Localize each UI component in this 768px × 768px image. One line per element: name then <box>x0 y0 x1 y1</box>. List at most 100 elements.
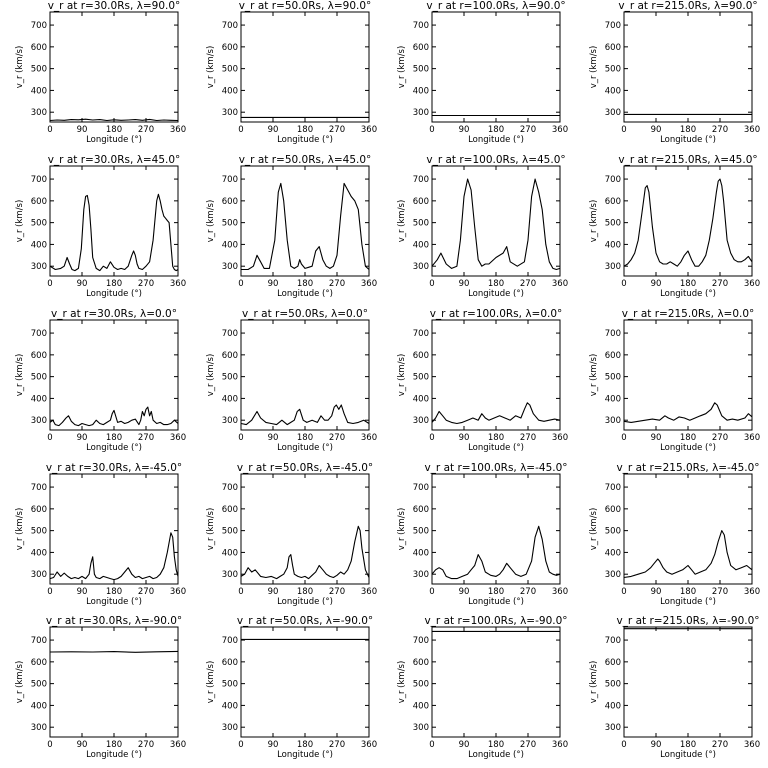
y-tick-label: 500 <box>222 219 238 229</box>
x-tick-label: 180 <box>297 740 313 750</box>
y-tick-label: 500 <box>413 527 429 537</box>
y-tick-label: 700 <box>413 636 429 646</box>
x-tick-label: 270 <box>712 125 728 135</box>
x-tick-label: 90 <box>651 740 662 750</box>
chart-title: v_r at r=50.0Rs, λ=90.0° <box>239 0 372 12</box>
series-line <box>431 525 561 580</box>
x-tick-label: 360 <box>552 279 568 289</box>
series-line <box>623 178 753 267</box>
plot-frame <box>431 319 561 431</box>
chart-panel-6: v_r at r=100.0Rs, λ=45.0° 0 90 180 270 360 300… <box>397 154 568 299</box>
x-tick-label: 180 <box>106 279 122 289</box>
chart-title: v_r at r=215.0Rs, λ=-45.0° <box>616 462 759 474</box>
series-line <box>623 402 753 423</box>
y-tick-label: 300 <box>605 723 621 733</box>
y-tick-label: 600 <box>605 505 621 515</box>
x-tick-label: 270 <box>329 433 345 443</box>
chart-panel-19: v_r at r=215.0Rs, λ=-90.0° 0 90 180 270 360 30… <box>589 615 760 760</box>
x-tick-label: 270 <box>138 740 154 750</box>
x-axis-label: Longitude (°) <box>277 750 333 760</box>
x-tick-label: 360 <box>170 125 186 135</box>
x-tick-label: 0 <box>238 279 243 289</box>
y-tick-label: 700 <box>413 175 429 185</box>
plot-frame <box>431 11 561 123</box>
series-line <box>49 532 179 581</box>
x-tick-label: 360 <box>552 740 568 750</box>
x-tick-label: 90 <box>651 279 662 289</box>
y-tick-label: 500 <box>605 65 621 75</box>
y-axis-label: v_r (km/s) <box>206 661 216 704</box>
x-tick-label: 270 <box>520 279 536 289</box>
y-tick-label: 300 <box>222 262 238 272</box>
chart-title: v_r at r=50.0Rs, λ=45.0° <box>239 154 372 166</box>
y-tick-label: 400 <box>31 86 47 96</box>
x-axis-label: Longitude (°) <box>660 289 716 299</box>
x-tick-label: 0 <box>47 279 52 289</box>
y-tick-label: 400 <box>605 394 621 404</box>
y-tick-label: 500 <box>605 219 621 229</box>
y-tick-label: 400 <box>222 548 238 558</box>
y-tick-label: 700 <box>413 21 429 31</box>
chart-title: v_r at r=100.0Rs, λ=-45.0° <box>424 462 567 474</box>
y-axis-label: v_r (km/s) <box>15 661 25 704</box>
x-tick-label: 0 <box>429 433 434 443</box>
x-axis-label: Longitude (°) <box>468 135 524 145</box>
x-tick-label: 360 <box>170 740 186 750</box>
y-tick-label: 500 <box>605 680 621 690</box>
x-axis-label: Longitude (°) <box>86 289 142 299</box>
x-tick-label: 180 <box>488 125 504 135</box>
y-axis-label: v_r (km/s) <box>589 661 599 704</box>
x-axis-label: Longitude (°) <box>660 750 716 760</box>
y-axis-label: v_r (km/s) <box>15 46 25 89</box>
y-tick-label: 300 <box>31 262 47 272</box>
series-line <box>240 525 370 580</box>
x-tick-label: 0 <box>621 740 626 750</box>
x-tick-label: 270 <box>520 433 536 443</box>
chart-panel-17: v_r at r=50.0Rs, λ=-90.0° 0 90 180 270 360 300… <box>206 615 377 760</box>
chart-panel-9: v_r at r=50.0Rs, λ=0.0° 0 90 180 270 360 300 40… <box>206 308 377 453</box>
chart-title: v_r at r=100.0Rs, λ=0.0° <box>430 308 563 320</box>
y-tick-label: 300 <box>31 723 47 733</box>
chart-title: v_r at r=30.0Rs, λ=0.0° <box>51 308 177 320</box>
x-tick-label: 90 <box>268 587 279 597</box>
chart-title: v_r at r=30.0Rs, λ=-90.0° <box>46 615 182 627</box>
x-tick-label: 270 <box>138 125 154 135</box>
y-tick-label: 300 <box>413 723 429 733</box>
y-tick-label: 700 <box>222 21 238 31</box>
y-tick-label: 400 <box>413 240 429 250</box>
chart-title: v_r at r=30.0Rs, λ=-45.0° <box>46 462 182 474</box>
y-tick-label: 400 <box>413 86 429 96</box>
y-tick-label: 600 <box>605 43 621 53</box>
x-tick-label: 0 <box>429 125 434 135</box>
plot-frame <box>240 319 370 431</box>
chart-title: v_r at r=215.0Rs, λ=0.0° <box>622 308 755 320</box>
y-axis-label: v_r (km/s) <box>589 200 599 243</box>
y-tick-label: 700 <box>605 636 621 646</box>
y-tick-label: 600 <box>413 43 429 53</box>
x-tick-label: 360 <box>361 279 377 289</box>
y-tick-label: 600 <box>605 351 621 361</box>
y-tick-label: 700 <box>605 483 621 493</box>
y-tick-label: 600 <box>31 43 47 53</box>
y-tick-label: 700 <box>605 329 621 339</box>
x-tick-label: 270 <box>712 433 728 443</box>
y-tick-label: 700 <box>222 483 238 493</box>
y-axis-label: v_r (km/s) <box>397 661 407 704</box>
y-tick-label: 500 <box>413 680 429 690</box>
y-tick-label: 400 <box>31 548 47 558</box>
chart-panel-15: v_r at r=215.0Rs, λ=-45.0° 0 90 180 270 360 30… <box>589 462 760 607</box>
chart-title: v_r at r=215.0Rs, λ=-90.0° <box>616 615 759 627</box>
y-tick-label: 700 <box>413 483 429 493</box>
x-tick-label: 180 <box>680 740 696 750</box>
y-tick-label: 600 <box>31 658 47 668</box>
x-tick-label: 180 <box>106 433 122 443</box>
y-tick-label: 600 <box>222 658 238 668</box>
x-tick-label: 270 <box>329 125 345 135</box>
x-tick-label: 360 <box>361 587 377 597</box>
series-line <box>240 404 370 426</box>
y-tick-label: 400 <box>222 394 238 404</box>
y-tick-label: 500 <box>31 65 47 75</box>
x-tick-label: 90 <box>77 125 88 135</box>
plot-frame <box>240 11 370 123</box>
x-tick-label: 180 <box>680 279 696 289</box>
